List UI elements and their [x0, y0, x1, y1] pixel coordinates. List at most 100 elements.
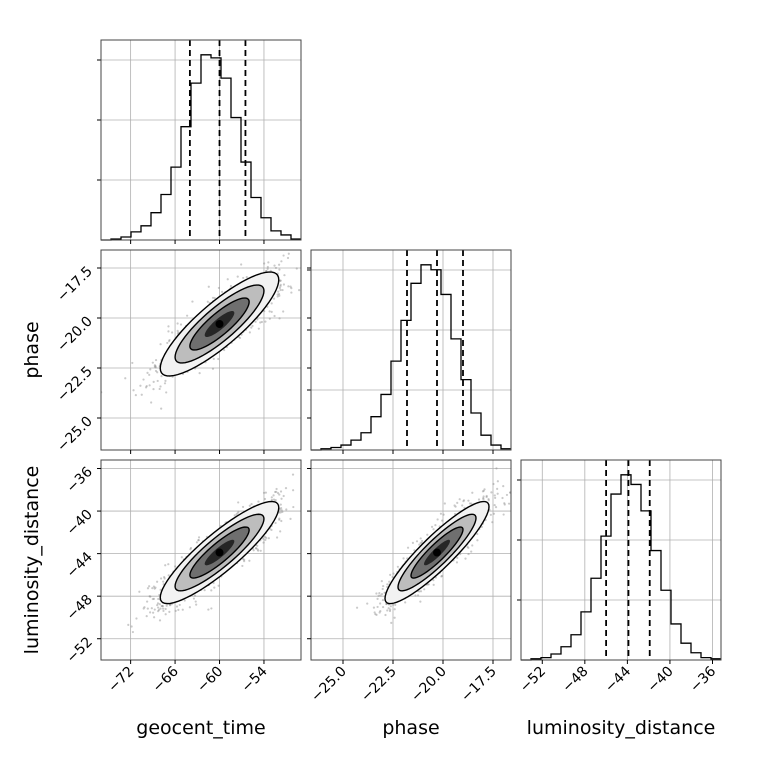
sample-point [378, 591, 381, 595]
density-peak [215, 548, 224, 557]
sample-point [289, 285, 292, 288]
sample-point [442, 513, 445, 516]
y-tick-label: −22.5 [54, 364, 96, 406]
sample-point [387, 607, 390, 610]
sample-point [248, 559, 251, 562]
sample-point [298, 289, 301, 292]
sample-point [210, 589, 213, 592]
sample-point [243, 560, 246, 563]
sample-point [477, 498, 481, 501]
sample-point [272, 297, 276, 300]
x-tick-label: −25.0 [308, 664, 350, 706]
sample-point [263, 310, 266, 313]
sample-point [266, 265, 269, 269]
sample-point [241, 564, 244, 568]
sample-point [287, 285, 290, 288]
sample-point [260, 320, 264, 324]
sample-point [148, 595, 151, 598]
sample-point [194, 600, 197, 603]
sample-point [386, 583, 389, 586]
sample-point [164, 564, 167, 567]
sample-point [180, 556, 183, 559]
x-tick-label: −54 [239, 663, 271, 695]
sample-point [235, 513, 238, 516]
sample-point [256, 544, 259, 547]
sample-point [378, 611, 381, 614]
sample-point [278, 268, 281, 271]
y-tick-label: −40 [64, 507, 96, 539]
sample-point [262, 491, 266, 494]
sample-point [161, 605, 164, 608]
sample-point [248, 331, 251, 334]
y-tick-label: −25.0 [54, 414, 96, 456]
sample-point [418, 543, 421, 546]
sample-point [280, 260, 283, 263]
sample-point [277, 263, 281, 266]
sample-point [381, 587, 384, 591]
sample-point [151, 597, 154, 601]
sample-point [167, 574, 170, 577]
sample-point [279, 279, 282, 282]
sample-point [197, 539, 200, 542]
sample-point [471, 491, 474, 494]
sample-point [152, 380, 155, 383]
sample-point [265, 536, 268, 540]
y-axis-label: phase [21, 321, 43, 378]
sample-point [193, 594, 197, 597]
sample-point [233, 514, 236, 517]
sample-point [152, 585, 156, 588]
sample-point [404, 601, 407, 604]
histogram-geocent_time [101, 54, 301, 241]
sample-point [456, 501, 459, 505]
sample-point [375, 592, 378, 595]
sample-point [270, 310, 273, 314]
sample-point [259, 321, 262, 324]
sample-point [280, 497, 283, 500]
sample-point [144, 386, 148, 389]
x-axis-label: phase [382, 717, 439, 739]
sample-point [256, 318, 259, 321]
sample-point [207, 608, 210, 611]
sample-point [419, 590, 423, 593]
sample-point [312, 241, 314, 243]
sample-point [157, 610, 160, 613]
sample-point [151, 361, 154, 364]
sample-point [263, 497, 267, 501]
sample-point [166, 341, 169, 345]
axes-frame [100, 39, 302, 241]
sample-point [382, 605, 385, 609]
sample-point [191, 300, 194, 303]
sample-point [186, 314, 189, 317]
y-tick-label: −36 [64, 464, 96, 496]
sample-point [242, 276, 245, 280]
sample-point [272, 498, 276, 501]
sample-point [211, 296, 215, 299]
y-tick-label: −44 [64, 549, 96, 581]
sample-point [427, 583, 430, 586]
sample-point [419, 600, 422, 603]
sample-point [162, 580, 165, 583]
sample-point [489, 513, 492, 516]
sample-point [502, 513, 505, 516]
sample-point [142, 607, 145, 610]
sample-point [160, 375, 163, 378]
sample-point [211, 367, 215, 370]
sample-point [292, 489, 295, 492]
sample-point [376, 605, 379, 609]
sample-point [273, 314, 276, 318]
sample-point [274, 521, 277, 525]
sample-point [426, 533, 429, 536]
x-tick-label: −22.5 [358, 664, 400, 706]
sample-point [153, 587, 156, 590]
sample-point [181, 608, 184, 611]
sample-point [250, 503, 253, 506]
sample-point [281, 510, 284, 514]
sample-point [279, 279, 282, 282]
sample-point [282, 494, 285, 498]
sample-point [495, 467, 498, 470]
x-tick-label: −17.5 [458, 664, 500, 706]
sample-point [257, 549, 260, 552]
sample-point [164, 607, 167, 611]
sample-point [386, 609, 389, 612]
